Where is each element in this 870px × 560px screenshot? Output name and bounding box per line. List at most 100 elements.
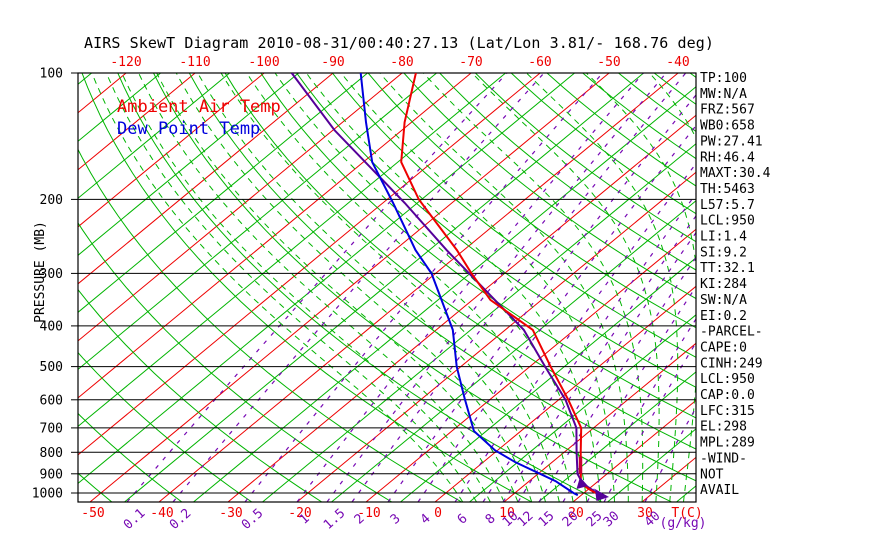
legend-ambient-air-temp: Ambient Air Temp (117, 97, 281, 117)
stats-line: TP:100 (700, 71, 747, 86)
stats-line: EI:0.2 (700, 309, 747, 324)
bottom-temp-label: -10 (357, 506, 380, 521)
parcel-curve (290, 73, 603, 497)
dry-adiabat-line (332, 73, 696, 358)
stats-line: CAPE:0 (700, 340, 747, 355)
dry-adiabat-line (78, 412, 183, 502)
top-temp-label: -100 (248, 55, 279, 70)
stats-line: KI:284 (700, 277, 747, 292)
moist-adiabat-line (105, 73, 477, 502)
dry-adiabat-line (367, 73, 696, 329)
dry-adiabat-line (188, 73, 696, 482)
minor-isotherm-line (78, 73, 506, 428)
stats-line: LCL:950 (700, 372, 755, 387)
pressure-tick-label: 100 (40, 67, 63, 82)
stats-line: SW:N/A (700, 293, 747, 308)
moist-adiabat-line (379, 73, 629, 502)
parcel-arrow-lcl (576, 477, 588, 489)
minor-isotherm-line (193, 86, 696, 502)
pressure-axis-label: PRESSURE (MB) (33, 221, 48, 323)
moist-adiabat-line (526, 73, 679, 502)
pressure-tick-label: 500 (40, 360, 63, 375)
minor-isotherm-line (78, 73, 299, 256)
mixing-ratio-line (296, 73, 644, 502)
moist-adiabat-line (340, 73, 615, 502)
moist-adiabat-line (121, 73, 491, 502)
moist-adiabat-line (91, 73, 464, 502)
stats-line: PW:27.41 (700, 134, 763, 149)
moist-adiabat-line (586, 73, 696, 502)
top-temp-labels: -120 -110 -100 -90 -80 -70 -60 -50 -40 (110, 55, 689, 70)
stats-line: TH:5463 (700, 182, 755, 197)
minor-isotherm-line (400, 257, 696, 502)
stats-line: RH:46.4 (700, 150, 755, 165)
top-temp-label: -60 (528, 55, 551, 70)
pressure-tick-label: 600 (40, 393, 63, 408)
minor-isotherm-line (469, 314, 696, 502)
bottom-temp-label: 0 (434, 506, 442, 521)
plot-border (77, 72, 697, 503)
mixing-ratio-line (244, 73, 604, 502)
pressure-tick-label: 200 (40, 193, 63, 208)
moist-adiabat-line (246, 73, 574, 502)
moist-adiabat-line (175, 73, 533, 502)
stats-line: LI:1.4 (700, 230, 747, 245)
mixing-ratio-label: 0.5 (239, 506, 266, 533)
mixing-ratio-label: 4 (418, 511, 434, 528)
moist-adiabat-line (156, 73, 519, 502)
bottom-temp-label: 10 (499, 506, 515, 521)
stats-line: LFC:315 (700, 404, 755, 419)
mixing-ratio-unit: (g/kg) (660, 516, 707, 531)
bottom-temp-labels: -50 -40 -30 -20 -10 0 10 20 30 (81, 506, 653, 521)
minor-isotherm-line (124, 73, 644, 502)
pressure-tick-labels: 100 200 300 400 500 600 700 800 900 1000 (32, 67, 63, 502)
minor-isotherm-line (607, 428, 696, 502)
stats-line: NOT (700, 467, 724, 482)
mixing-ratio-label: 15 (536, 509, 558, 531)
isotherm-line (78, 73, 541, 456)
mixing-ratio-label: 3 (388, 511, 404, 527)
stats-line: WB0:658 (700, 119, 755, 134)
mixing-ratio-line (351, 73, 687, 502)
dry-adiabat-line (510, 73, 696, 215)
stats-line: FRZ:567 (700, 103, 755, 118)
dry-adiabat-line (260, 73, 696, 419)
dry-adiabat-line (78, 222, 392, 502)
stats-line: EL:298 (700, 420, 747, 435)
stats-line: -PARCEL- (700, 325, 763, 340)
bottom-temp-label: 20 (568, 506, 584, 521)
dry-adiabat-line (78, 148, 462, 502)
top-temp-label: -110 (179, 55, 210, 70)
stats-panel: TP:100MW:N/AFRZ:567WB0:658PW:27.41RH:46.… (700, 71, 771, 498)
stats-line: L57:5.7 (700, 198, 755, 213)
pressure-tick-label: 800 (40, 446, 63, 461)
moist-adiabat-line (138, 73, 505, 502)
mixing-ratio-label: 8 (483, 511, 499, 527)
moist-adiabat-line (274, 73, 588, 502)
dry-adiabat-line (296, 73, 696, 388)
dry-adiabat-line (546, 73, 696, 187)
dry-adiabat-line (153, 73, 672, 502)
bottom-temp-label: -30 (219, 506, 242, 521)
minor-isotherm-line (262, 143, 696, 502)
dry-adiabat-line (475, 73, 696, 243)
isotherm-line (503, 342, 696, 502)
top-temp-label: -90 (321, 55, 344, 70)
stats-line: CINH:249 (700, 356, 763, 371)
isotherm-line (78, 73, 472, 399)
dry-adiabat-line (81, 73, 532, 502)
pressure-tick-label: 1000 (32, 487, 63, 502)
pressure-tick-label: 900 (40, 467, 63, 482)
stats-line: SI:9.2 (700, 245, 747, 260)
dry-adiabat-line (582, 73, 696, 160)
temp-axis-unit: T(C) (671, 506, 702, 521)
isotherm-line (0, 73, 57, 502)
parcel-arrow-surface (595, 489, 609, 501)
mixing-ratio-line (417, 124, 696, 502)
pressure-tick-label: 700 (40, 421, 63, 436)
bottom-temp-label: -40 (150, 506, 173, 521)
isotherm-line (78, 73, 196, 171)
stats-line: MAXT:30.4 (700, 166, 771, 181)
minor-isotherm-line (78, 73, 575, 485)
stats-line: CAP:0.0 (700, 388, 755, 403)
